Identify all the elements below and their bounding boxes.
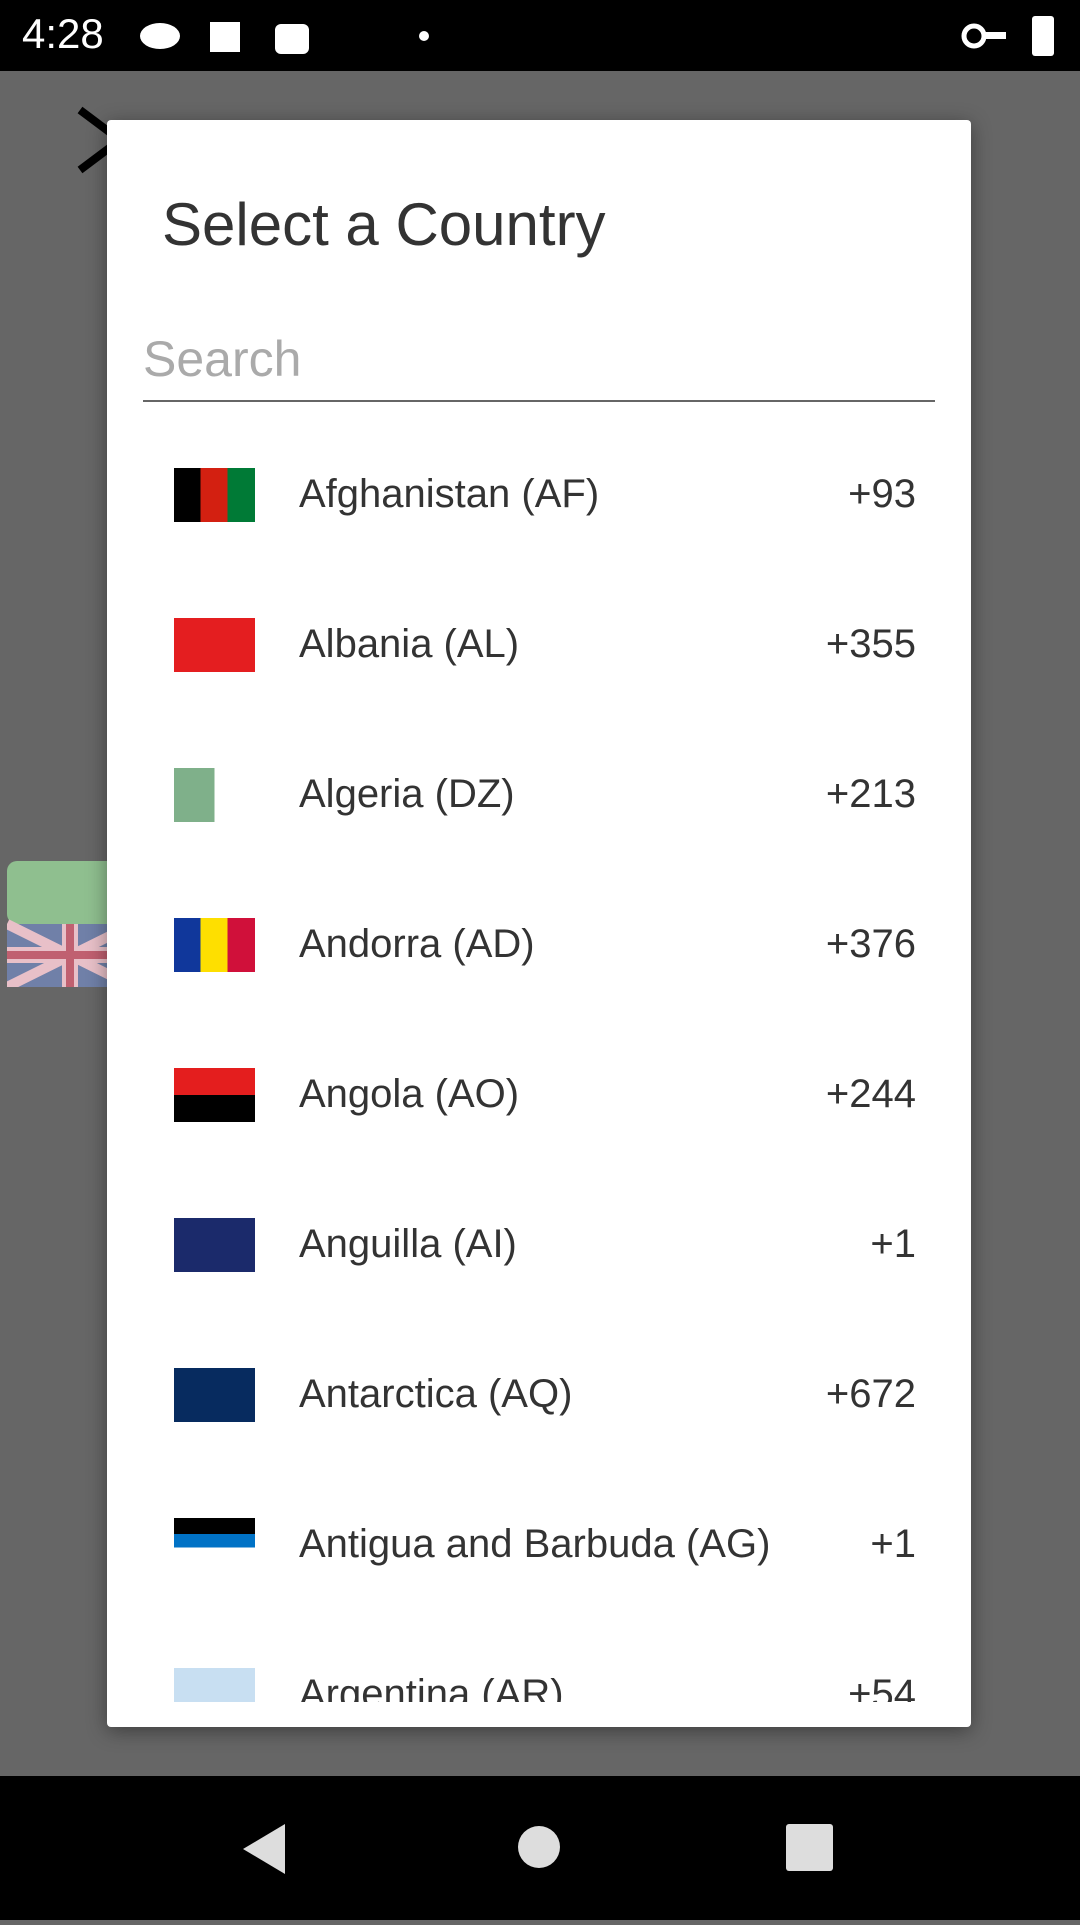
search-field[interactable]: Search (143, 330, 935, 402)
country-row[interactable]: Andorra (AD) +376 (107, 870, 971, 1020)
dial-code: +1 (870, 1222, 916, 1266)
country-row[interactable]: Algeria (DZ) +213 (107, 720, 971, 870)
dial-code: +376 (825, 922, 916, 966)
flag-icon (174, 1068, 255, 1122)
flag-icon (174, 1518, 255, 1572)
status-icons (140, 22, 429, 54)
recents-button[interactable] (786, 1824, 833, 1871)
flag-icon (174, 618, 255, 672)
country-name: Anguilla (AI) (299, 1222, 517, 1266)
country-row[interactable]: Antigua and Barbuda (AG) +1 (107, 1470, 971, 1620)
country-dialog: Select a Country Search Afghanistan (AF)… (107, 120, 971, 1727)
flag-icon (174, 918, 255, 972)
country-row[interactable]: Anguilla (AI) +1 (107, 1170, 971, 1320)
country-row[interactable]: Argentina (AR) +54 (107, 1620, 971, 1702)
country-name: Andorra (AD) (299, 922, 535, 966)
nav-buttons (243, 1824, 833, 1874)
country-name: Antarctica (AQ) (299, 1372, 573, 1416)
country-name: Algeria (DZ) (299, 772, 515, 816)
flag-icon (174, 1368, 255, 1422)
flag-icon (174, 1218, 255, 1272)
clock: 4:28 (22, 10, 104, 57)
dial-code: +54 (848, 1672, 916, 1702)
country-name: Afghanistan (AF) (299, 472, 600, 516)
dial-code: +213 (825, 772, 916, 816)
country-row[interactable]: Angola (AO) +244 (107, 1020, 971, 1170)
country-row[interactable]: Afghanistan (AF) +93 (107, 420, 971, 570)
dial-code: +244 (825, 1072, 916, 1116)
country-name: Angola (AO) (299, 1072, 520, 1116)
country-name: Albania (AL) (299, 622, 520, 666)
flag-icon (174, 1668, 255, 1702)
dial-code: +355 (825, 622, 916, 666)
flag-icon (174, 468, 255, 522)
nav-bar (0, 1776, 1080, 1920)
dialog-title: Select a Country (162, 191, 606, 258)
dial-code: +93 (848, 472, 916, 516)
country-row[interactable]: Albania (AL) +355 (107, 570, 971, 720)
back-button[interactable] (243, 1824, 285, 1874)
country-name: Argentina (AR) (299, 1672, 564, 1702)
country-name: Antigua and Barbuda (AG) (299, 1522, 771, 1566)
country-list: Afghanistan (AF) +93 Albania (AL) +355 Alger… (107, 420, 971, 1702)
dial-code: +672 (825, 1372, 916, 1416)
status-bar: 4:28 (0, 0, 1080, 71)
status-right-icons (961, 16, 1054, 56)
home-button[interactable] (518, 1826, 560, 1868)
flag-icon (174, 768, 255, 822)
country-row[interactable]: Antarctica (AQ) +672 (107, 1320, 971, 1470)
dial-code: +1 (870, 1522, 916, 1566)
